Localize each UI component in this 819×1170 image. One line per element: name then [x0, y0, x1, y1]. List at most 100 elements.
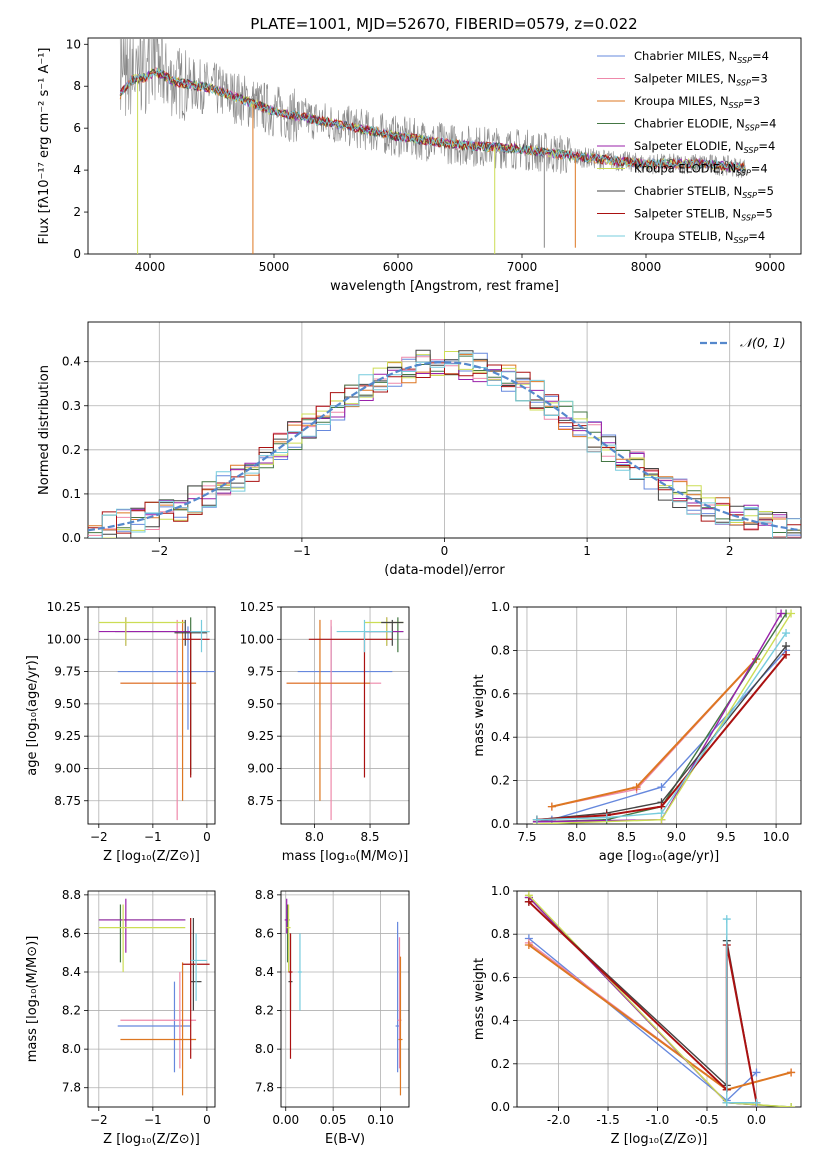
- y-axis-label: Normed distribution: [37, 365, 52, 495]
- y-tick-label: 9.75: [54, 665, 81, 679]
- errorbar-point: [117, 626, 215, 730]
- legend-entry: 𝒩(0, 1): [740, 335, 786, 350]
- x-tick-label: 0: [441, 544, 449, 558]
- x-axis-label: (data-model)/error: [384, 563, 505, 578]
- x-tick-label: 9.5: [717, 830, 736, 844]
- y-tick-label: 0.4: [491, 730, 510, 744]
- y-tick-label: 8.2: [62, 1004, 81, 1018]
- y-tick-label: 9.00: [247, 761, 274, 775]
- x-tick-label: 0.00: [272, 1113, 299, 1127]
- errorbar-point: [336, 619, 393, 653]
- axes-frame: [87, 606, 216, 825]
- y-tick-label: 10.00: [240, 632, 274, 646]
- axes-frame: [87, 37, 802, 255]
- errorbar-point: [398, 956, 403, 1096]
- x-tick-label: 0.05: [320, 1113, 347, 1127]
- plus-marker: [782, 629, 791, 638]
- x-tick-label: 2: [726, 544, 734, 558]
- legend-entry: Kroupa ELODIE, NSSP=4: [634, 162, 768, 178]
- x-tick-label: 8.5: [617, 830, 636, 844]
- plus-marker: [782, 642, 791, 651]
- errorbar-point: [120, 962, 197, 1096]
- y-tick-label: 8.4: [255, 965, 274, 979]
- weight-series-0: [528, 937, 757, 1102]
- plus-marker: [657, 809, 666, 818]
- y-tick-label: 6: [73, 121, 81, 135]
- y-tick-label: 9.00: [54, 761, 81, 775]
- axes-mass_vs_Z: −2 −1 0 7.8 8.0 8.2 8.4 8.6 8.8 Z [log₁₀(Z/Z⊙)] ma…: [25, 888, 216, 1147]
- weight-series-7: [536, 654, 787, 821]
- axes-frame: [87, 890, 216, 1108]
- x-tick-label: 0: [203, 1113, 211, 1127]
- y-tick-label: 0.1: [62, 487, 81, 501]
- errorbar-point: [98, 617, 186, 646]
- y-tick-label: 9.50: [247, 697, 274, 711]
- x-tick-label: −1: [144, 830, 162, 844]
- weight-plot: [524, 891, 796, 1107]
- errorbar-point: [297, 933, 302, 1011]
- y-tick-label: 8.6: [62, 926, 81, 940]
- x-tick-label: -1.0: [646, 1113, 669, 1127]
- y-axis-label: mass [log₁₀(M/M⊙)]: [25, 936, 40, 1063]
- plus-marker: [752, 1068, 761, 1077]
- plus-marker: [547, 802, 556, 811]
- x-tick-label: 10.0: [763, 830, 790, 844]
- x-tick-label: −1: [293, 544, 311, 558]
- axes-frame: [280, 890, 410, 1108]
- x-tick-label: 1: [583, 544, 591, 558]
- errorbar-point: [98, 898, 186, 953]
- x-tick-label: 8.0: [305, 830, 324, 844]
- plus-marker: [722, 1098, 731, 1107]
- plus-marker: [777, 609, 786, 618]
- x-tick-label: -1.5: [596, 1113, 619, 1127]
- y-tick-label: 8.4: [62, 965, 81, 979]
- x-tick-label: 0.0: [747, 1113, 766, 1127]
- weight-series-1: [551, 658, 757, 808]
- plus-marker: [657, 783, 666, 792]
- y-tick-label: 0.0: [491, 817, 510, 831]
- x-tick-label: -0.5: [695, 1113, 718, 1127]
- plus-marker: [524, 897, 533, 906]
- x-tick-label: 7000: [507, 260, 538, 274]
- errorbar-point: [120, 619, 197, 821]
- y-tick-label: 0.6: [491, 970, 510, 984]
- model-spectrum-4: [119, 70, 746, 173]
- x-tick-label: −1: [144, 1113, 162, 1127]
- x-tick-label: 7.5: [517, 830, 536, 844]
- x-tick-label: 9000: [755, 260, 786, 274]
- axes-frame: [516, 606, 802, 825]
- errorbar-plot: [98, 898, 210, 1096]
- weight-plot: [532, 609, 796, 824]
- gaussian-curve: [88, 361, 801, 532]
- y-tick-label: 8.75: [247, 794, 274, 808]
- x-tick-label: −2: [90, 830, 108, 844]
- plus-marker: [532, 815, 541, 824]
- errorbar-point: [120, 619, 197, 801]
- y-tick-label: 0.8: [491, 927, 510, 941]
- y-tick-label: 8.0: [255, 1042, 274, 1056]
- plus-marker: [787, 609, 796, 618]
- histogram-plot: [88, 349, 801, 538]
- plus-marker: [602, 813, 611, 822]
- y-tick-label: 1.0: [491, 600, 510, 614]
- x-tick-label: 5000: [259, 260, 290, 274]
- axes-frame: [280, 606, 410, 825]
- axes-spectrum: 4000 5000 6000 7000 8000 9000 0 2 4 6 8 10 wavelengt…: [37, 37, 802, 294]
- spectrum-legend: Chabrier MILES, NSSP=4 Salpeter MILES, NS…: [597, 49, 776, 245]
- y-tick-label: 8.2: [255, 1004, 274, 1018]
- legend-entry: Chabrier MILES, NSSP=4: [634, 49, 769, 65]
- plus-marker: [524, 941, 533, 949]
- panels: 4000 5000 6000 7000 8000 90000246810wavelengt…: [25, 37, 802, 1147]
- plus-marker: [782, 650, 791, 659]
- y-tick-label: 0.3: [62, 399, 81, 413]
- spectrum-plot: [119, 38, 747, 254]
- axes-age_vs_mass: 8.0 8.5 8.75 9.00 9.25 9.50 9.75 10.00 10.25 mass…: [240, 600, 410, 864]
- errorbar-point: [288, 933, 293, 1059]
- y-tick-label: 0.0: [491, 1100, 510, 1114]
- x-tick-label: 0: [203, 830, 211, 844]
- y-axis-label: Flux [fλ10⁻¹⁷ erg cm⁻² s⁻¹ A⁻¹]: [37, 48, 52, 245]
- y-axis-label: mass weight: [472, 958, 487, 1040]
- y-tick-label: 0.0: [62, 531, 81, 545]
- plus-marker: [752, 1098, 761, 1107]
